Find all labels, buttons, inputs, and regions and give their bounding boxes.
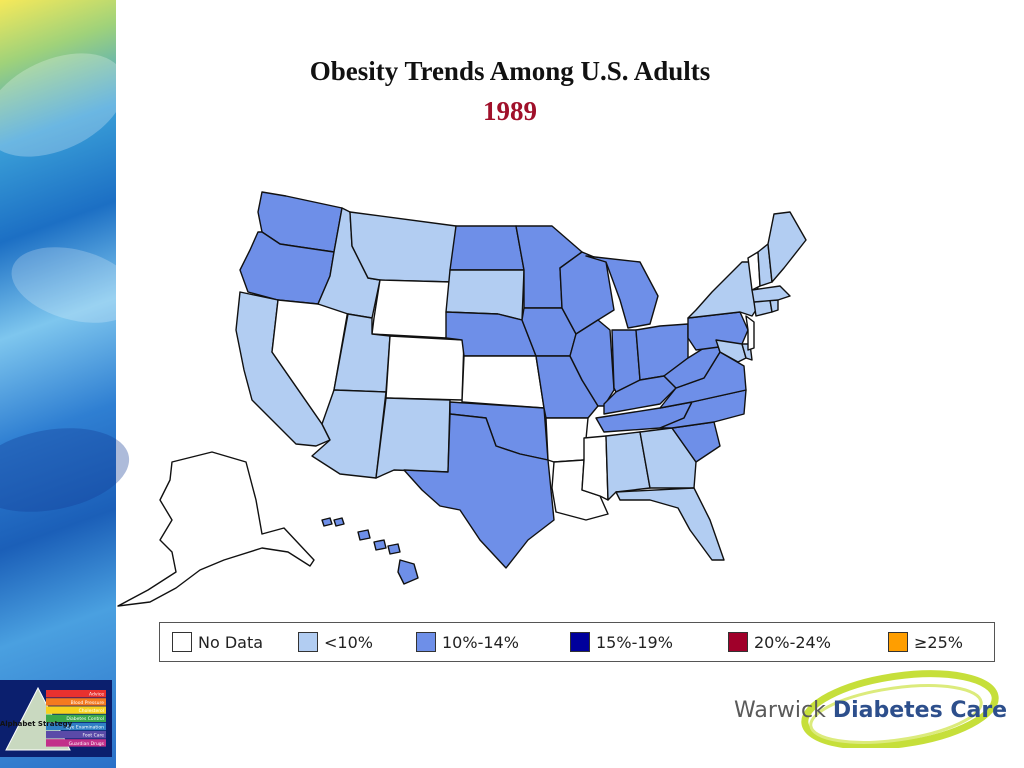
page-year: 1989 [483,96,537,126]
alphabet-row-label: Diabetes Control [66,716,104,722]
state-CO [385,335,465,401]
legend-item-15-19: 15%-19% [570,631,673,653]
state-MT [349,211,457,283]
alphabet-row-bar [46,739,106,747]
legend-swatch [888,632,908,652]
state-WY [371,279,453,339]
legend-label: 20%-24% [754,632,831,652]
legend-item-10-14: 10%-14% [416,631,519,653]
warwick-logo-text: Warwick Diabetes Care [734,698,1007,723]
legend-swatch [570,632,590,652]
map-legend: No Data <10% 10%-14% 15%-19% 20%-24% ≥25… [159,622,995,662]
state-WI [559,251,615,335]
state-MI [585,255,659,329]
alphabet-row-label: Advice [89,692,104,698]
state-TX [403,413,555,569]
state-AR [545,417,589,463]
state-FL [615,487,725,561]
state-MA [751,285,791,303]
warwick-logo-swoosh [801,670,999,748]
alphabet-row-label: Blood Pressure [71,700,105,706]
legend-item-20-24: 20%-24% [728,631,831,653]
state-HI-4 [373,539,387,551]
legend-label: <10% [324,632,373,652]
state-MS [581,435,609,501]
state-AL [605,431,651,501]
legend-label: 10%-14% [442,632,519,652]
state-NM [375,397,451,479]
alphabet-strategy-logo: Advice Blood Pressure Cholesterol Diabetes … [0,680,112,757]
alphabet-row-label: Eye Examination [66,724,104,730]
alphabet-row-bar [46,714,106,722]
legend-item-25-plus: ≥25% [888,631,963,653]
alphabet-title-1: Alphabet Strategy [0,720,73,728]
state-NJ [745,315,755,351]
state-HI-1 [321,517,333,527]
legend-swatch [728,632,748,652]
legend-swatch [416,632,436,652]
state-KS [461,355,545,409]
legend-item-under-10: <10% [298,631,373,653]
legend-label: 15%-19% [596,632,673,652]
state-HI-2 [333,517,345,527]
state-ND [449,225,525,271]
legend-swatch [172,632,192,652]
state-NC [659,389,747,429]
page-title: Obesity Trends Among U.S. Adults [309,56,711,86]
legend-label: ≥25% [914,632,963,652]
state-MD [715,339,747,363]
alphabet-row-bar [46,731,106,739]
alphabet-row-label: Cholesterol [79,708,104,714]
legend-swatch [298,632,318,652]
alphabet-row-label: Foot Care [82,733,104,739]
state-ME [767,211,807,283]
alphabet-row-bar [46,690,106,698]
state-HI-6 [397,559,419,585]
logo-text-light: Warwick [734,698,826,723]
logo-text-bold: Diabetes Care [832,698,1008,723]
alphabet-row-label: Guardian Drugs [69,741,105,747]
state-HI-3 [357,529,371,541]
decorative-sidebar [0,0,147,768]
state-RI [769,299,779,313]
legend-item-no-data: No Data [172,631,263,653]
state-HI-5 [387,543,401,555]
legend-label: No Data [198,632,264,652]
alphabet-row-bar [46,722,106,731]
alphabet-row-bar [46,706,106,714]
alphabet-row-bar [46,698,106,706]
state-AK [117,451,315,607]
